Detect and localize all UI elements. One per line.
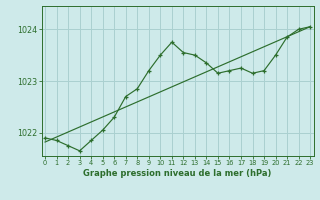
X-axis label: Graphe pression niveau de la mer (hPa): Graphe pression niveau de la mer (hPa) xyxy=(84,169,272,178)
